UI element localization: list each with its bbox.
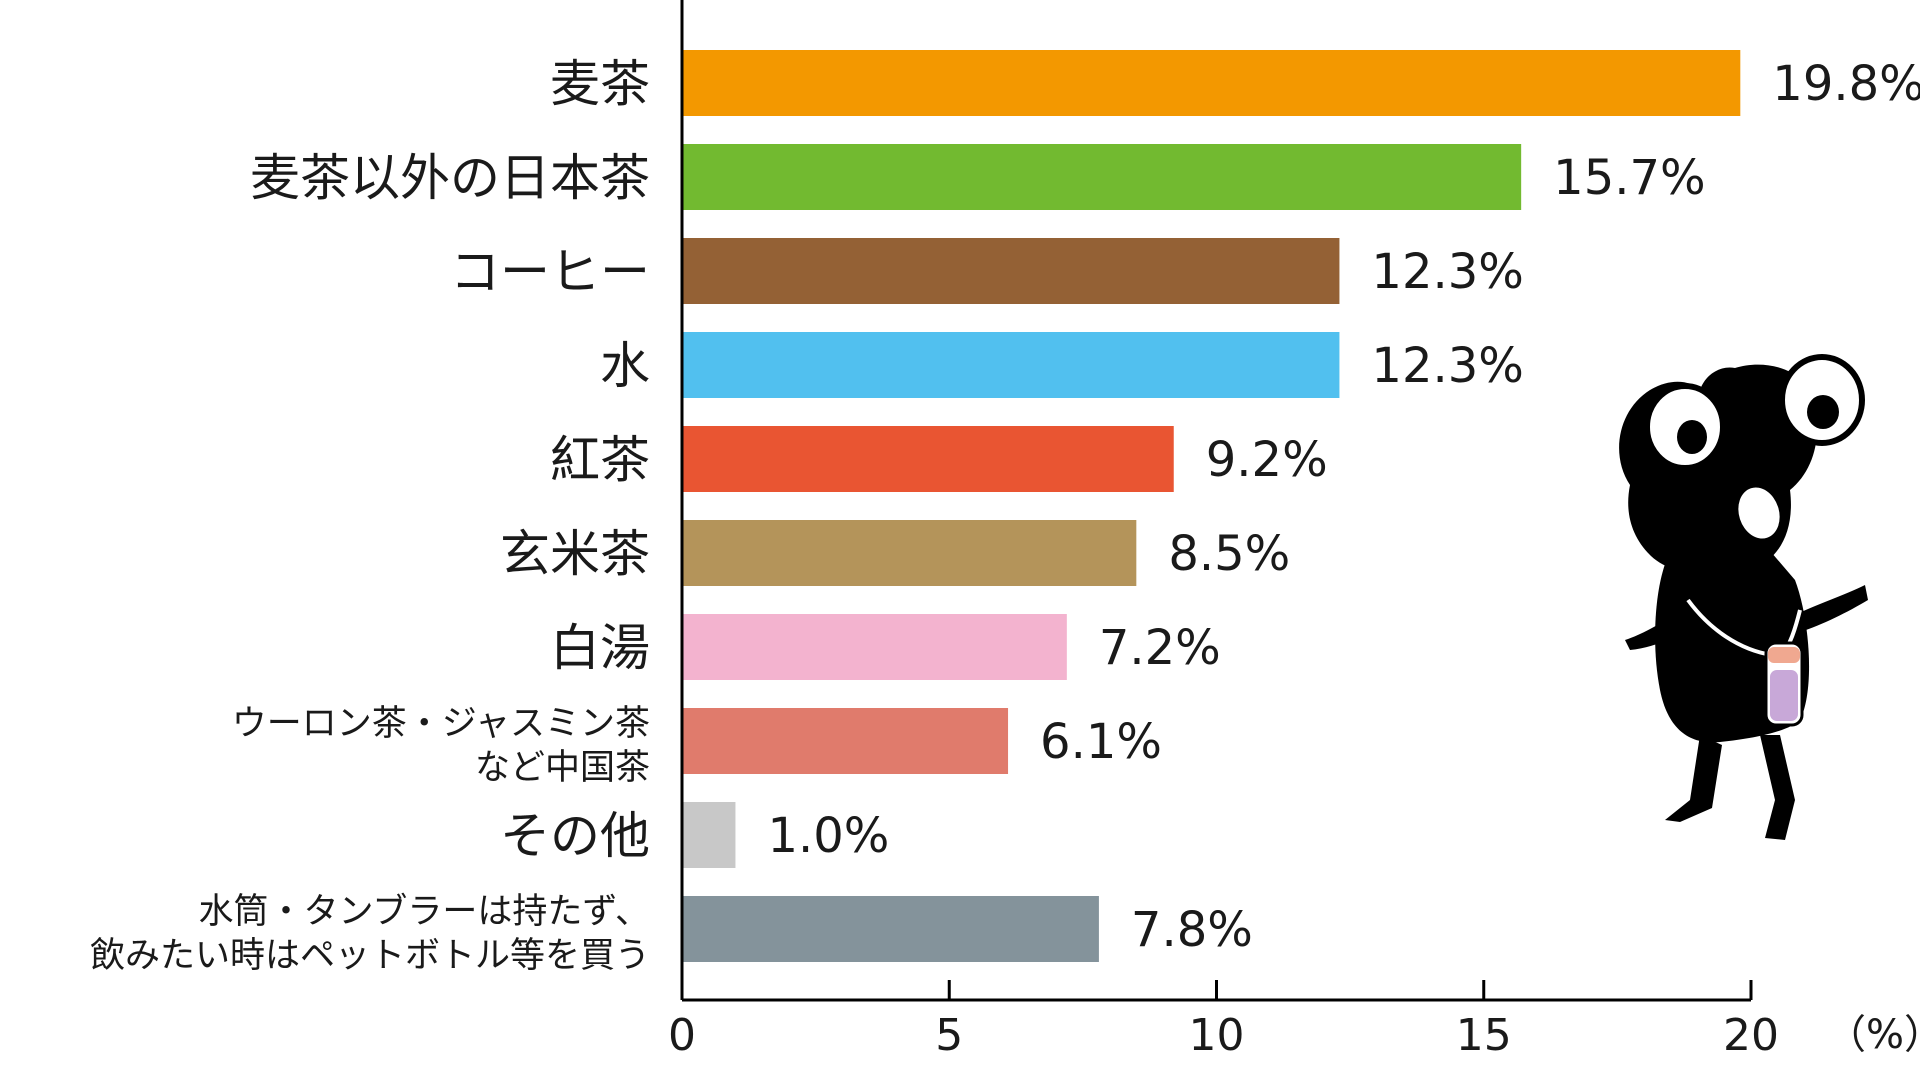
category-label-8: その他 — [500, 807, 650, 865]
value-label-7: 6.1% — [1040, 714, 1162, 770]
frog-mascot-icon — [1619, 354, 1868, 840]
category-label-1: 麦茶以外の日本茶 — [250, 149, 650, 207]
value-label-1: 15.7% — [1553, 150, 1705, 206]
bars-layer: 19.8% 麦茶 15.7% 麦茶以外の日本茶 12.3% コーヒー 12.3% 水 9.2% 紅… — [90, 50, 1920, 976]
category-label-5: 玄米茶 — [500, 525, 650, 583]
bar-6 — [682, 614, 1067, 680]
value-label-6: 7.2% — [1099, 620, 1221, 676]
value-label-0: 19.8% — [1772, 56, 1920, 112]
bar-0 — [682, 50, 1741, 116]
value-label-9: 7.8% — [1131, 902, 1253, 958]
value-label-5: 8.5% — [1168, 526, 1290, 582]
category-label-4: 紅茶 — [550, 431, 650, 489]
bar-9 — [682, 896, 1099, 962]
bar-7 — [682, 708, 1009, 774]
category-label-2: コーヒー — [450, 243, 650, 301]
bar-1 — [682, 144, 1522, 210]
category-label-3: 水 — [600, 337, 650, 395]
value-label-3: 12.3% — [1371, 338, 1523, 394]
bar-4 — [682, 426, 1174, 492]
x-tick-label-0: 0 — [668, 1010, 696, 1061]
bar-8 — [682, 802, 736, 868]
bar-5 — [682, 520, 1137, 586]
value-label-8: 1.0% — [767, 808, 889, 864]
x-tick-label-4: 20 — [1723, 1010, 1779, 1061]
category-label-0: 麦茶 — [550, 55, 650, 113]
x-tick-label-1: 5 — [935, 1010, 963, 1061]
x-tick-label-2: 10 — [1189, 1010, 1245, 1061]
bar-3 — [682, 332, 1340, 398]
x-tick-label-3: 15 — [1456, 1010, 1512, 1061]
value-label-2: 12.3% — [1371, 244, 1523, 300]
x-unit-label: （%） — [1826, 1012, 1920, 1058]
category-label-9: 水筒・タンブラーは持たず、飲みたい時はペットボトル等を買う — [90, 892, 650, 976]
category-label-7: ウーロン茶・ジャスミン茶など中国茶 — [232, 704, 650, 788]
value-label-4: 9.2% — [1206, 432, 1328, 488]
bar-2 — [682, 238, 1340, 304]
category-label-6: 白湯 — [550, 619, 650, 677]
x-axis: 0 5 10 15 20 （%） — [668, 0, 1920, 1061]
